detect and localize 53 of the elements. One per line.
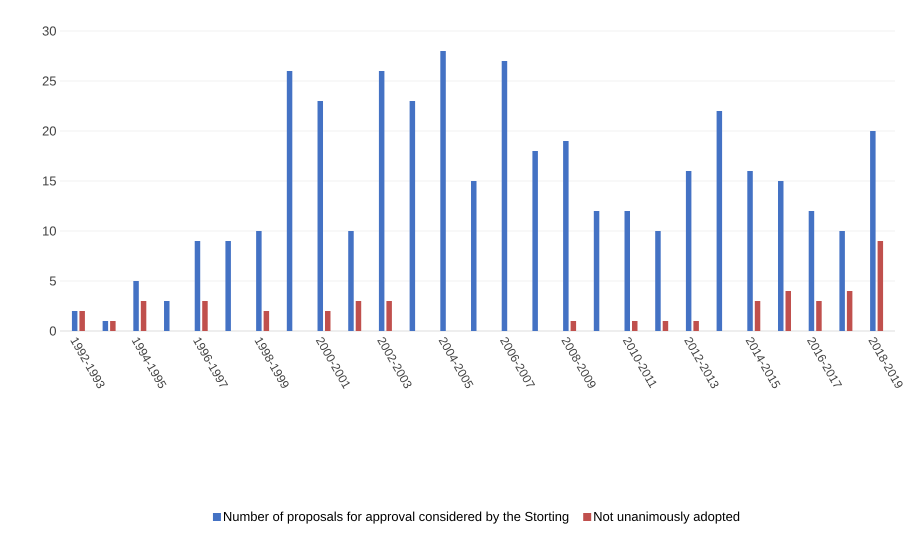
bar — [386, 301, 392, 331]
bar — [778, 181, 784, 331]
bar — [318, 101, 324, 331]
bar — [716, 111, 722, 331]
bar — [102, 321, 108, 331]
bar — [747, 171, 753, 331]
bar — [816, 301, 822, 331]
bar — [133, 281, 139, 331]
bar — [264, 311, 270, 331]
bar — [563, 141, 569, 331]
y-tick-label: 5 — [50, 276, 56, 286]
bar — [202, 301, 208, 331]
bar — [194, 241, 200, 331]
bar — [325, 311, 331, 331]
bar — [662, 321, 668, 331]
y-tick-label: 30 — [42, 26, 56, 36]
bar — [286, 71, 292, 331]
bar — [256, 231, 262, 331]
bar — [471, 181, 477, 331]
bar — [378, 71, 384, 331]
bar — [570, 321, 576, 331]
y-tick-label: 10 — [43, 226, 56, 236]
bar — [140, 301, 146, 331]
bar — [594, 211, 600, 331]
bar — [532, 151, 538, 331]
bar — [632, 321, 638, 331]
bar — [502, 61, 508, 331]
y-tick-label: 20 — [42, 126, 56, 136]
y-tick-label: 0 — [50, 326, 56, 336]
bar — [110, 321, 116, 331]
bar — [356, 301, 362, 331]
y-tick-label: 25 — [42, 76, 56, 86]
bar — [440, 51, 446, 331]
bar — [785, 291, 791, 331]
bar — [754, 301, 760, 331]
bar — [164, 301, 170, 331]
bar — [410, 101, 416, 331]
legend-label: Number of proposals for approval considered by the Storting — [224, 512, 568, 524]
legend-label: Not unanimously adopted — [594, 512, 740, 524]
bar — [878, 241, 884, 331]
bar — [72, 311, 78, 331]
bar — [846, 291, 852, 331]
bar — [693, 321, 699, 331]
bar — [655, 231, 661, 331]
bar — [870, 131, 876, 331]
bar — [624, 211, 630, 331]
bar — [225, 241, 231, 331]
y-tick-label: 15 — [43, 176, 56, 186]
bar — [79, 311, 85, 331]
bar — [839, 231, 845, 331]
bar — [808, 211, 814, 331]
bar — [686, 171, 692, 331]
bar — [348, 231, 354, 331]
